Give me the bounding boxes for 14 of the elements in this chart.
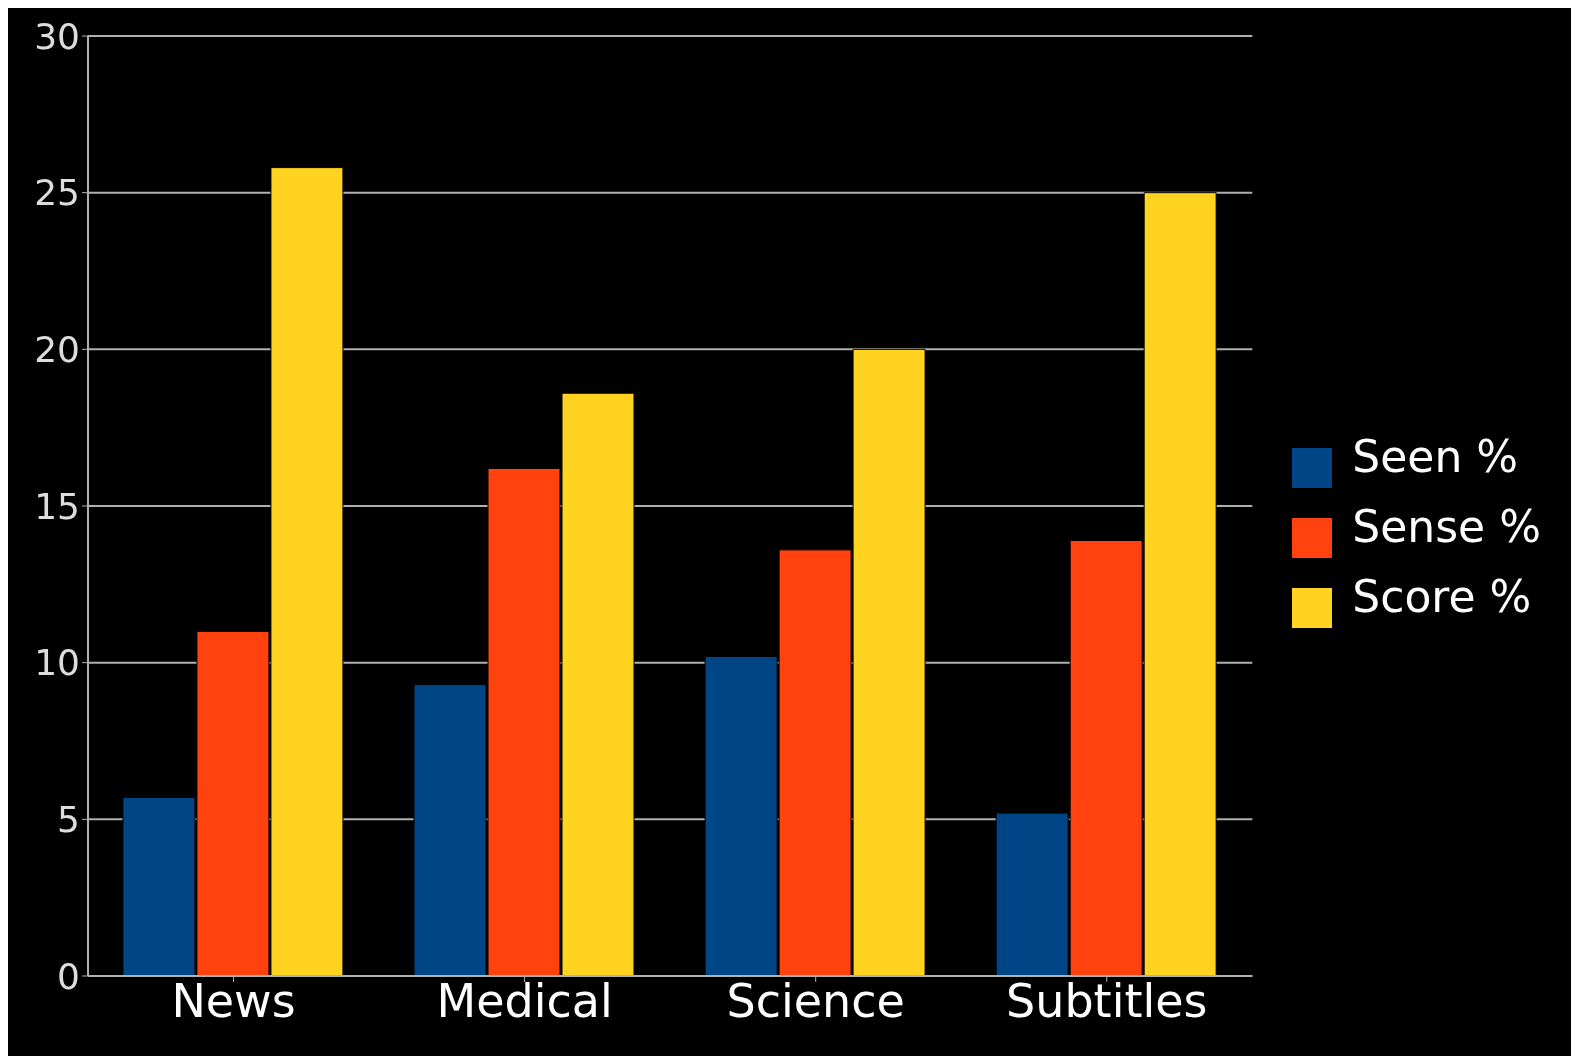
y-tick-label: 5: [57, 799, 80, 841]
y-tick-label: 25: [34, 172, 80, 214]
y-tick-label: 10: [34, 642, 80, 684]
y-tick-label: 0: [57, 955, 80, 997]
x-tick-label: Subtitles: [1006, 973, 1208, 1028]
legend-label: Score %: [1352, 571, 1532, 622]
y-tick-label: 30: [34, 15, 80, 57]
x-tick-label: News: [171, 973, 296, 1028]
x-tick-label: Medical: [436, 973, 613, 1028]
y-tick-label: 15: [34, 485, 80, 527]
y-tick-label: 20: [34, 329, 80, 371]
x-tick-label: Science: [726, 973, 905, 1028]
legend-label: Sense %: [1352, 501, 1541, 552]
legend-label: Seen %: [1352, 431, 1519, 482]
